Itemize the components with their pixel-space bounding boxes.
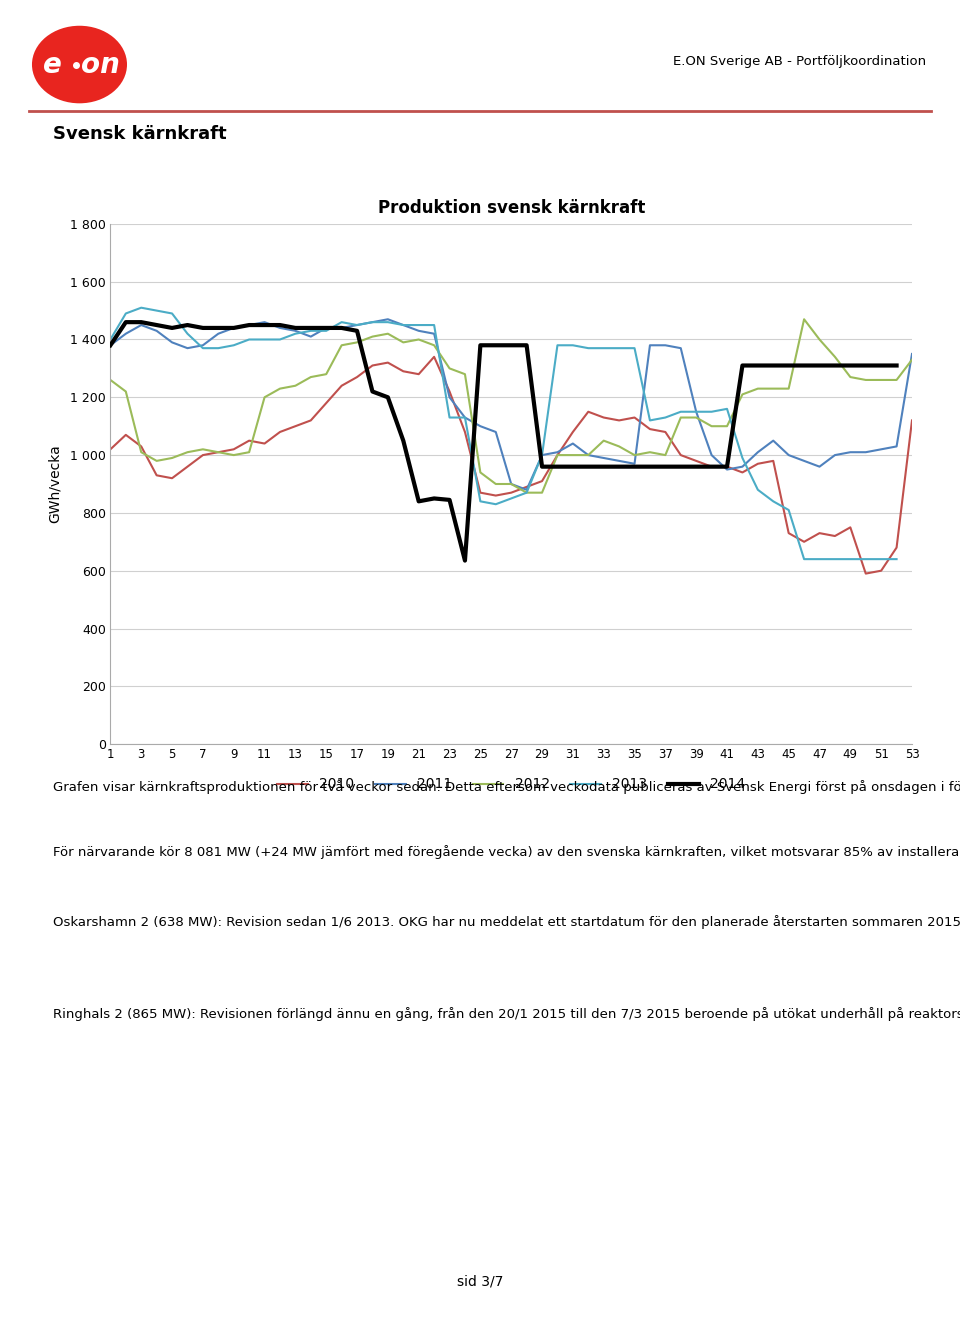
Text: sid 3/7: sid 3/7 <box>457 1274 503 1288</box>
Title: Produktion svensk kärnkraft: Produktion svensk kärnkraft <box>377 199 645 217</box>
Ellipse shape <box>32 26 127 103</box>
Text: Svensk kärnkraft: Svensk kärnkraft <box>53 125 227 144</box>
Text: För närvarande kör 8 081 MW (+24 MW jämfört med föregående vecka) av den svenska: För närvarande kör 8 081 MW (+24 MW jämf… <box>53 846 960 860</box>
Text: e: e <box>43 50 62 79</box>
Y-axis label: GWh/vecka: GWh/vecka <box>48 445 62 523</box>
Text: E.ON Sverige AB - Portföljkoordination: E.ON Sverige AB - Portföljkoordination <box>673 55 926 68</box>
Text: Oskarshamn 2 (638 MW): Revision sedan 1/6 2013. OKG har nu meddelat ett startdat: Oskarshamn 2 (638 MW): Revision sedan 1/… <box>53 915 960 930</box>
Text: Ringhals 2 (865 MW): Revisionen förlängd ännu en gång, från den 20/1 2015 till d: Ringhals 2 (865 MW): Revisionen förlängd… <box>53 1008 960 1022</box>
Legend: 2010, 2011, 2012, 2013, 2014: 2010, 2011, 2012, 2013, 2014 <box>272 772 751 797</box>
Text: on: on <box>81 50 119 79</box>
Text: Grafen visar kärnkraftsproduktionen för två veckor sedan. Detta eftersom veckoda: Grafen visar kärnkraftsproduktionen för … <box>53 780 960 794</box>
